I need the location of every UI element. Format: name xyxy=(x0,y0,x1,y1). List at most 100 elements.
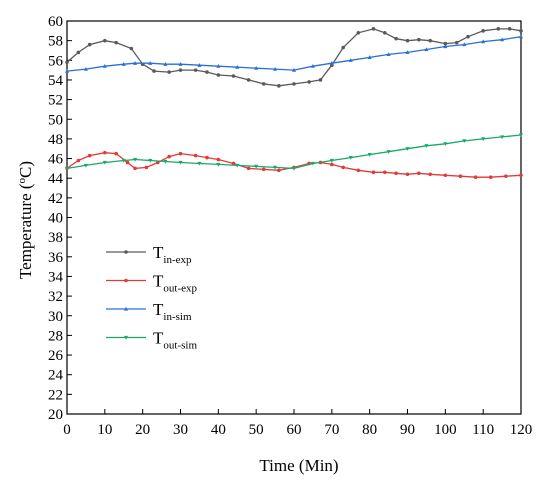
data-point xyxy=(246,166,251,171)
data-point xyxy=(443,173,448,178)
data-point xyxy=(254,65,259,70)
x-tick-label: 90 xyxy=(400,422,415,438)
y-tick-label: 48 xyxy=(48,132,63,148)
data-point xyxy=(341,45,345,50)
y-tick-label: 56 xyxy=(48,53,64,69)
data-point xyxy=(178,68,183,72)
data-point xyxy=(193,153,198,158)
y-tick-label: 30 xyxy=(48,309,63,325)
data-point xyxy=(178,160,183,165)
series-line xyxy=(66,152,522,178)
data-point xyxy=(428,38,433,43)
data-point xyxy=(500,37,505,42)
x-tick-label: 0 xyxy=(63,422,71,438)
data-point xyxy=(277,168,281,173)
data-point xyxy=(216,63,221,68)
data-point xyxy=(246,78,251,82)
data-point xyxy=(261,82,266,86)
series-layer xyxy=(65,27,523,180)
data-point xyxy=(330,162,334,167)
y-tick-label: 50 xyxy=(48,112,63,128)
data-point xyxy=(318,78,323,82)
data-point xyxy=(83,163,88,168)
y-tick-label: 24 xyxy=(48,368,64,384)
y-tick-label: 36 xyxy=(48,250,64,266)
legend-swatch-marker xyxy=(124,306,128,311)
legend-label-main: T xyxy=(153,329,164,348)
data-point xyxy=(367,55,372,59)
data-point xyxy=(205,155,209,160)
series-out-sim xyxy=(65,133,523,171)
series-out-exp xyxy=(65,150,523,180)
data-point xyxy=(428,172,433,177)
data-point xyxy=(102,160,107,165)
x-tick-label: 30 xyxy=(173,422,188,438)
data-point xyxy=(133,61,138,65)
y-axis-title: Temperature (oC) xyxy=(16,161,35,279)
data-point xyxy=(76,50,81,55)
data-point xyxy=(273,165,278,170)
data-point xyxy=(424,47,429,52)
data-point xyxy=(405,50,410,55)
data-point xyxy=(125,160,130,165)
data-point xyxy=(417,37,421,42)
series-line xyxy=(66,36,522,72)
legend-swatch-marker xyxy=(124,335,128,340)
y-axis: 20 22 24 26 28 30 32 34 36 38 40 42 44 46 48 50 52 54 56 58… xyxy=(48,14,72,423)
x-tick-label: 50 xyxy=(249,422,264,438)
data-point xyxy=(144,165,149,170)
data-point xyxy=(114,151,118,156)
legend-label-subscript: in-exp xyxy=(163,254,192,266)
data-point xyxy=(383,30,387,35)
legend-label: Tout-exp xyxy=(153,272,197,295)
data-point xyxy=(152,69,156,73)
data-point xyxy=(133,157,138,162)
data-point xyxy=(193,68,198,72)
data-point xyxy=(356,30,361,35)
data-point xyxy=(231,74,236,78)
data-point xyxy=(348,58,353,62)
legend-label-main: T xyxy=(153,272,164,291)
data-point xyxy=(329,158,334,163)
data-point xyxy=(341,165,345,170)
data-point xyxy=(394,36,398,41)
data-point xyxy=(273,66,278,71)
y-axis-title-unit: C) xyxy=(16,161,35,178)
y-tick-label: 54 xyxy=(48,73,64,89)
data-point xyxy=(394,171,398,176)
y-tick-label: 40 xyxy=(48,211,63,227)
data-point xyxy=(488,175,493,180)
data-point xyxy=(65,166,69,171)
x-tick-label: 60 xyxy=(287,422,302,438)
data-point xyxy=(103,150,107,155)
data-point xyxy=(167,154,171,159)
y-tick-label: 46 xyxy=(48,152,64,168)
data-point xyxy=(87,153,92,158)
x-axis: 0 10 20 30 40 50 60 70 80 90 100 110 120 xyxy=(63,409,532,438)
data-point xyxy=(216,157,221,162)
y-tick-label: 58 xyxy=(48,34,63,50)
x-tick-label: 80 xyxy=(362,422,377,438)
data-point xyxy=(310,161,315,166)
data-point xyxy=(102,63,107,68)
data-point xyxy=(76,158,81,163)
y-axis-title-main: Temperature ( xyxy=(16,183,35,279)
data-point xyxy=(519,173,523,178)
series-line xyxy=(66,134,522,170)
data-point xyxy=(254,164,259,169)
y-tick-label: 32 xyxy=(48,289,63,305)
data-point xyxy=(443,142,448,147)
data-point xyxy=(496,27,501,31)
data-point xyxy=(231,161,236,166)
data-point xyxy=(507,27,512,31)
data-point xyxy=(65,68,69,73)
data-point xyxy=(148,158,153,163)
legend-swatch-marker xyxy=(124,250,128,254)
data-point xyxy=(504,174,508,179)
legend-label: Tin-exp xyxy=(153,243,192,266)
legend-label-subscript: out-sim xyxy=(163,340,197,352)
y-tick-label: 28 xyxy=(48,328,63,344)
data-point xyxy=(261,167,266,172)
data-point xyxy=(163,159,168,164)
